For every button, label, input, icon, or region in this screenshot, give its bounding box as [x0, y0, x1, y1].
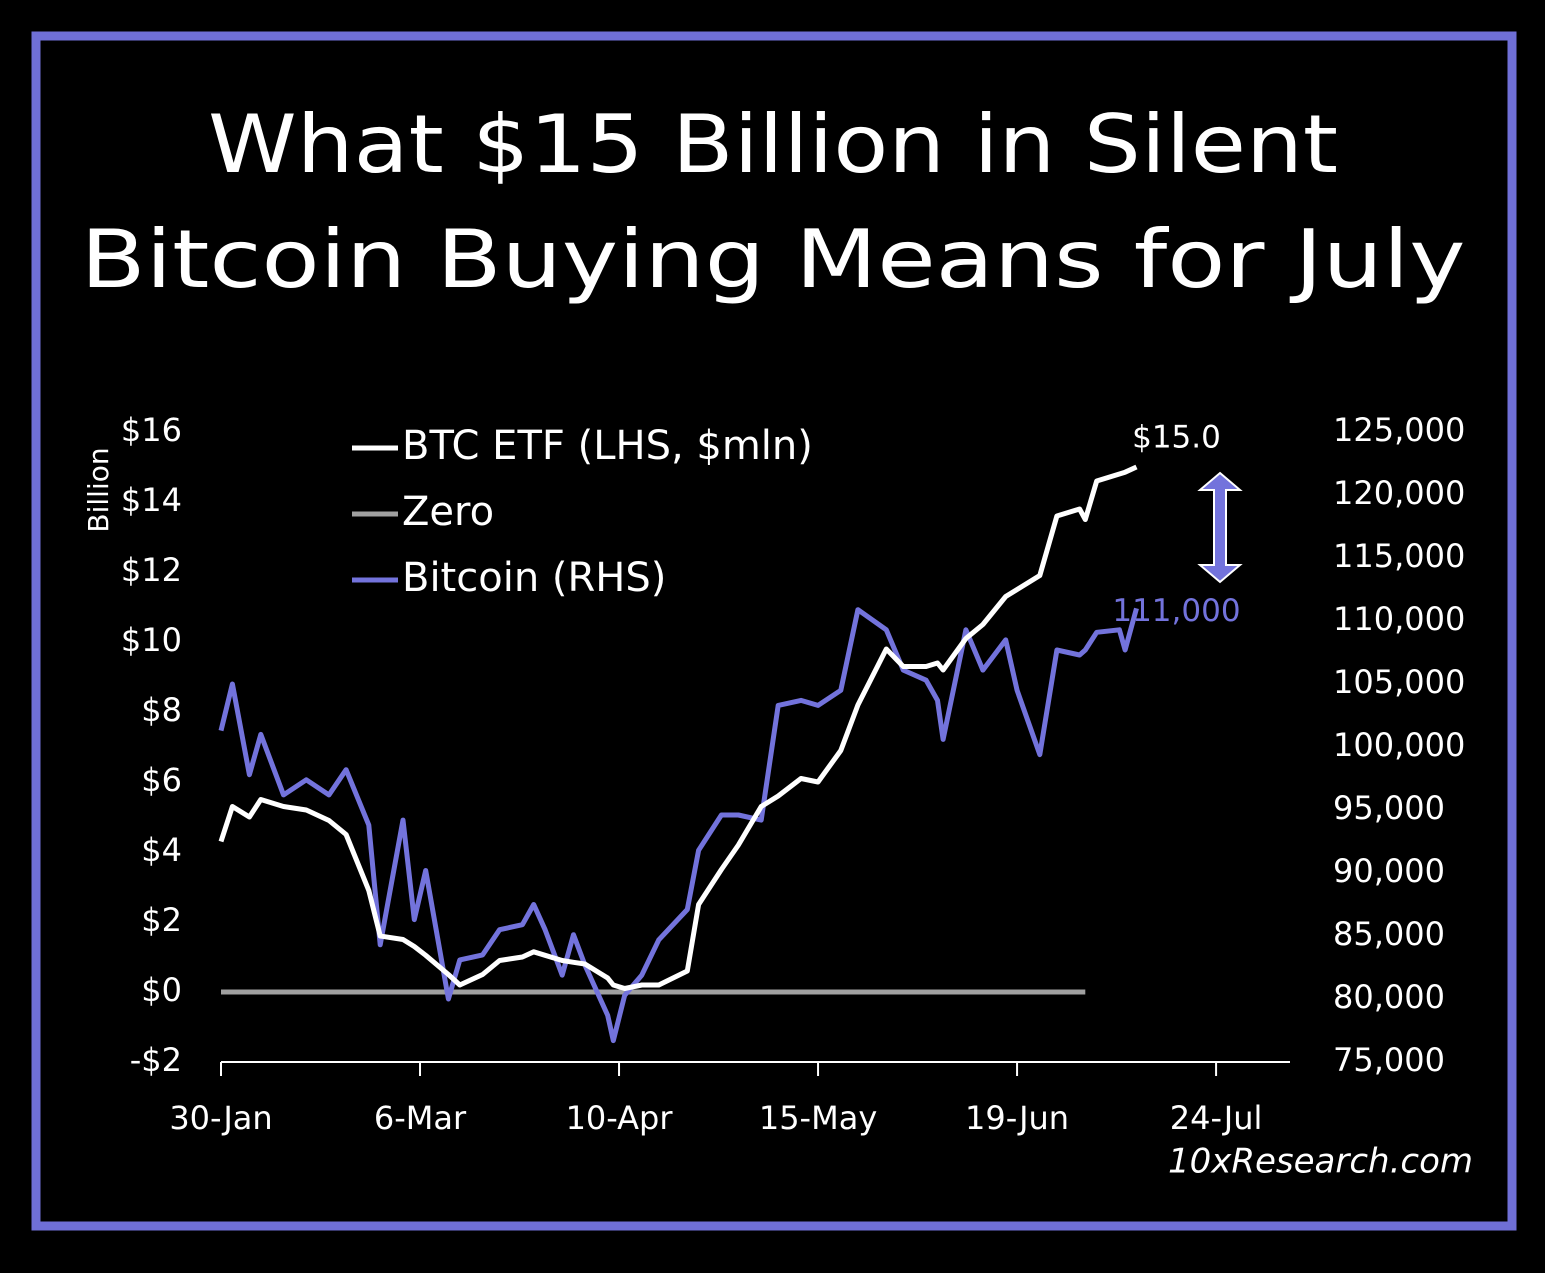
y2-tick-label: 75,000	[1333, 1041, 1445, 1079]
y2-tick-label: 120,000	[1333, 474, 1465, 512]
y2-tick-label: 110,000	[1333, 600, 1465, 638]
y2-tick-label: 105,000	[1333, 663, 1465, 701]
x-tick-label: 24-Jul	[1170, 1099, 1263, 1137]
y2-tick-label: 95,000	[1333, 789, 1445, 827]
y2-tick-label: 100,000	[1333, 726, 1465, 764]
legend-label: Zero	[402, 489, 494, 535]
y2-tick-label: 125,000	[1333, 411, 1465, 449]
legend-label: BTC ETF (LHS, $mln)	[402, 423, 813, 469]
x-tick-label: 6-Mar	[374, 1099, 467, 1137]
y-tick-label: $16	[121, 411, 182, 449]
y2-tick-label: 90,000	[1333, 852, 1445, 890]
y-tick-label: $4	[141, 831, 182, 869]
y-tick-label: $12	[121, 551, 182, 589]
x-tick-label: 30-Jan	[169, 1099, 272, 1137]
y-tick-label: $8	[141, 691, 182, 729]
chart-title: What $15 Billion in Silent	[208, 98, 1338, 191]
y-tick-label: $0	[141, 971, 182, 1009]
legend-label: Bitcoin (RHS)	[402, 555, 666, 601]
y-tick-label: -$2	[130, 1041, 182, 1079]
y-tick-label: $10	[121, 621, 182, 659]
y-tick-label: $6	[141, 761, 182, 799]
y2-tick-label: 80,000	[1333, 978, 1445, 1016]
y-tick-label: $14	[121, 481, 182, 519]
x-tick-label: 15-May	[759, 1099, 877, 1137]
y-tick-label: $2	[141, 901, 182, 939]
frame	[31, 31, 1517, 1231]
y2-tick-label: 85,000	[1333, 915, 1445, 953]
series-line	[218, 464, 1138, 991]
annotation: 111,000	[1112, 593, 1240, 629]
x-tick-label: 10-Apr	[566, 1099, 674, 1137]
source: 10xResearch.com	[1168, 1142, 1473, 1182]
chart-title: Bitcoin Buying Means for July	[81, 213, 1466, 306]
y-axis-label: Billion	[82, 447, 115, 532]
series-line	[218, 607, 1139, 1044]
x-tick-label: 19-Jun	[965, 1099, 1069, 1137]
annotation: $15.0	[1132, 420, 1221, 456]
double-arrow	[1197, 471, 1243, 584]
y2-tick-label: 115,000	[1333, 537, 1465, 575]
